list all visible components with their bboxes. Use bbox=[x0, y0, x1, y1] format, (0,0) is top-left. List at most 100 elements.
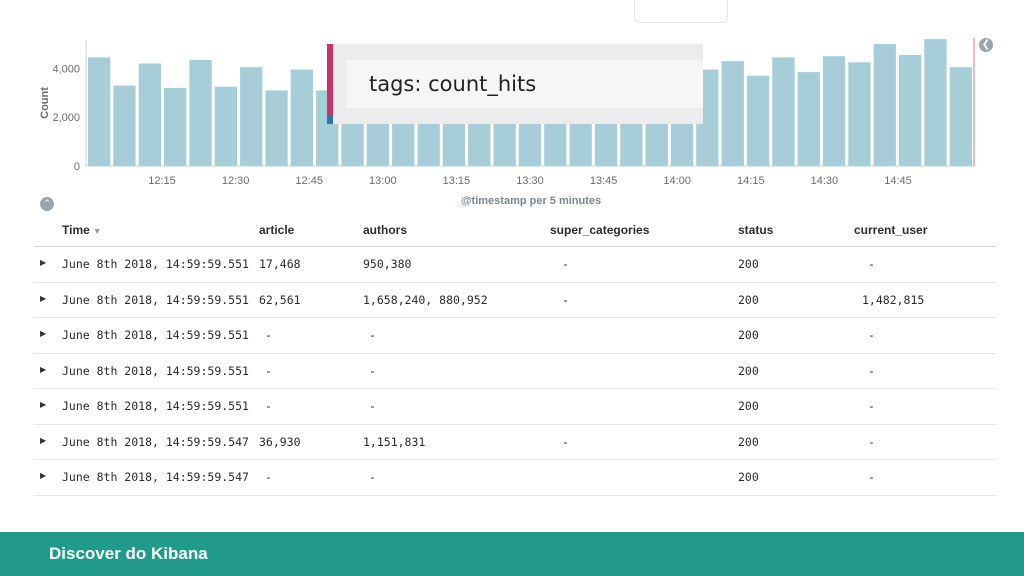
cell-status: 200 bbox=[738, 328, 759, 342]
x-tick-label: 13:00 bbox=[369, 175, 397, 187]
x-tick-label: 12:45 bbox=[295, 175, 323, 187]
histogram-bar[interactable] bbox=[822, 56, 846, 167]
y-tick-label: 4,000 bbox=[52, 63, 80, 75]
y-tick-label: 2,000 bbox=[52, 112, 80, 124]
tooltip-box: tags: count_hits bbox=[347, 60, 703, 108]
table-row[interactable]: ▶ June 8th 2018, 14:59:59.551 - - 200 - bbox=[34, 389, 996, 425]
table-row[interactable]: ▶ June 8th 2018, 14:59:59.547 - - 200 - bbox=[34, 460, 996, 496]
histogram-bar[interactable] bbox=[924, 39, 947, 166]
table-row[interactable]: ▶ June 8th 2018, 14:59:59.547 36,930 1,151,… bbox=[34, 425, 996, 460]
histogram-bar[interactable] bbox=[240, 67, 263, 166]
table-header: Time ▼ article authors super_categories s… bbox=[34, 214, 996, 247]
x-tick-label: 13:15 bbox=[443, 175, 471, 187]
column-header-current-user[interactable]: current_user bbox=[854, 223, 928, 237]
column-header-authors[interactable]: authors bbox=[363, 223, 408, 237]
cell-article: 62,561 bbox=[259, 292, 301, 307]
histogram-bar[interactable] bbox=[189, 59, 212, 166]
x-tick-label: 13:30 bbox=[516, 175, 544, 187]
x-tick-label: 12:30 bbox=[222, 175, 250, 187]
x-tick-label: 14:00 bbox=[663, 175, 691, 187]
caret-right-icon[interactable]: ▶ bbox=[40, 329, 47, 338]
histogram-bar[interactable] bbox=[721, 61, 744, 166]
caret-right-icon[interactable]: ▶ bbox=[40, 364, 47, 374]
cell-current-user: 1,482,815 bbox=[862, 292, 925, 307]
cell-authors: - bbox=[369, 399, 376, 413]
cell-current-user: - bbox=[868, 399, 875, 413]
caret-right-icon[interactable]: ▶ bbox=[40, 293, 47, 303]
histogram-bar[interactable] bbox=[88, 57, 111, 166]
table-row[interactable]: ▶ June 8th 2018, 14:59:59.551 - - 200 - bbox=[34, 354, 996, 389]
cell-time: June 8th 2018, 14:59:59.551 bbox=[62, 292, 249, 307]
chevron-left-icon[interactable]: ❮ bbox=[979, 38, 993, 52]
cell-current-user: - bbox=[868, 328, 875, 342]
tooltip-text: tags: count_hits bbox=[369, 72, 537, 96]
top-tab[interactable] bbox=[634, 0, 728, 23]
chevron-up-icon[interactable]: ⌃ bbox=[40, 197, 54, 211]
cell-status: 200 bbox=[738, 470, 759, 484]
cell-authors: - bbox=[369, 363, 376, 378]
cell-status: 200 bbox=[738, 257, 759, 271]
cell-status: 200 bbox=[738, 292, 759, 307]
x-tick-label: 14:15 bbox=[737, 175, 765, 187]
histogram-bar[interactable] bbox=[290, 69, 313, 166]
table-row[interactable]: ▶ June 8th 2018, 14:59:59.551 - - 200 - bbox=[34, 318, 996, 354]
cell-article: - bbox=[265, 399, 272, 413]
sort-down-icon[interactable]: ▼ bbox=[92, 226, 102, 236]
caret-right-icon[interactable]: ▶ bbox=[40, 435, 47, 445]
cell-time: June 8th 2018, 14:59:59.547 bbox=[62, 434, 249, 449]
footer-title: Discover do Kibana bbox=[49, 544, 208, 563]
tooltip-marker bbox=[327, 116, 333, 124]
x-tick-label: 14:45 bbox=[884, 175, 912, 187]
cell-authors: 950,380 bbox=[363, 257, 412, 271]
histogram-bar[interactable] bbox=[797, 72, 820, 166]
cell-status: 200 bbox=[738, 363, 759, 378]
cell-time: June 8th 2018, 14:59:59.551 bbox=[62, 363, 249, 378]
x-tick-label: 14:30 bbox=[811, 175, 839, 187]
cell-current-user: - bbox=[868, 470, 875, 484]
cell-article: - bbox=[265, 328, 272, 342]
cell-authors: - bbox=[369, 470, 376, 484]
tooltip-popup: tags: count_hits bbox=[327, 44, 703, 124]
table-row[interactable]: ▶ June 8th 2018, 14:59:59.551 17,468 950,38… bbox=[34, 247, 996, 283]
documents-table: Time ▼ article authors super_categories s… bbox=[34, 214, 996, 496]
histogram-bar[interactable] bbox=[848, 62, 871, 166]
histogram-bar[interactable] bbox=[164, 87, 187, 166]
y-tick-label: 0 bbox=[74, 161, 80, 173]
histogram-bar[interactable] bbox=[113, 85, 136, 167]
histogram-bar[interactable] bbox=[772, 57, 795, 166]
column-header-article[interactable]: article bbox=[259, 223, 295, 237]
cell-status: 200 bbox=[738, 399, 759, 413]
x-axis-title: @timestamp per 5 minutes bbox=[461, 195, 601, 207]
histogram-bar[interactable] bbox=[899, 55, 922, 166]
cell-super-categories: - bbox=[562, 292, 569, 307]
cell-time: June 8th 2018, 14:59:59.547 bbox=[62, 470, 249, 484]
cell-current-user: - bbox=[868, 257, 875, 271]
y-axis-title: Count bbox=[39, 87, 51, 119]
histogram-bar[interactable] bbox=[873, 44, 896, 166]
caret-right-icon[interactable]: ▶ bbox=[40, 471, 47, 480]
column-header-super-categories[interactable]: super_categories bbox=[550, 223, 650, 237]
histogram-bar[interactable] bbox=[746, 75, 770, 166]
column-header-status[interactable]: status bbox=[738, 223, 774, 237]
table-row[interactable]: ▶ June 8th 2018, 14:59:59.551 62,561 1,658,… bbox=[34, 283, 996, 318]
cell-authors: - bbox=[369, 328, 376, 342]
histogram-bar[interactable] bbox=[949, 67, 972, 166]
cell-super-categories: - bbox=[562, 257, 569, 271]
cell-article: - bbox=[265, 363, 272, 378]
cell-article: - bbox=[265, 470, 272, 484]
histogram-bar[interactable] bbox=[214, 86, 237, 166]
caret-right-icon[interactable]: ▶ bbox=[40, 400, 47, 409]
x-tick-label: 12:15 bbox=[148, 175, 176, 187]
histogram-bar[interactable] bbox=[138, 63, 161, 167]
column-header-time[interactable]: Time ▼ bbox=[62, 223, 102, 237]
caret-right-icon[interactable]: ▶ bbox=[40, 258, 47, 267]
cell-time: June 8th 2018, 14:59:59.551 bbox=[62, 399, 249, 413]
footer-banner: Discover do Kibana bbox=[0, 532, 1024, 576]
cell-authors: 1,658,240, 880,952 bbox=[363, 292, 488, 307]
cell-article: 36,930 bbox=[259, 434, 301, 449]
kibana-discover-view: 0 2,000 4,000 12:15 12:30 12:45 13:00 13:15 13:… bbox=[34, 0, 996, 496]
cell-time: June 8th 2018, 14:59:59.551 bbox=[62, 328, 249, 342]
x-tick-label: 13:45 bbox=[590, 175, 618, 187]
cell-status: 200 bbox=[738, 434, 759, 449]
histogram-bar[interactable] bbox=[265, 90, 288, 166]
